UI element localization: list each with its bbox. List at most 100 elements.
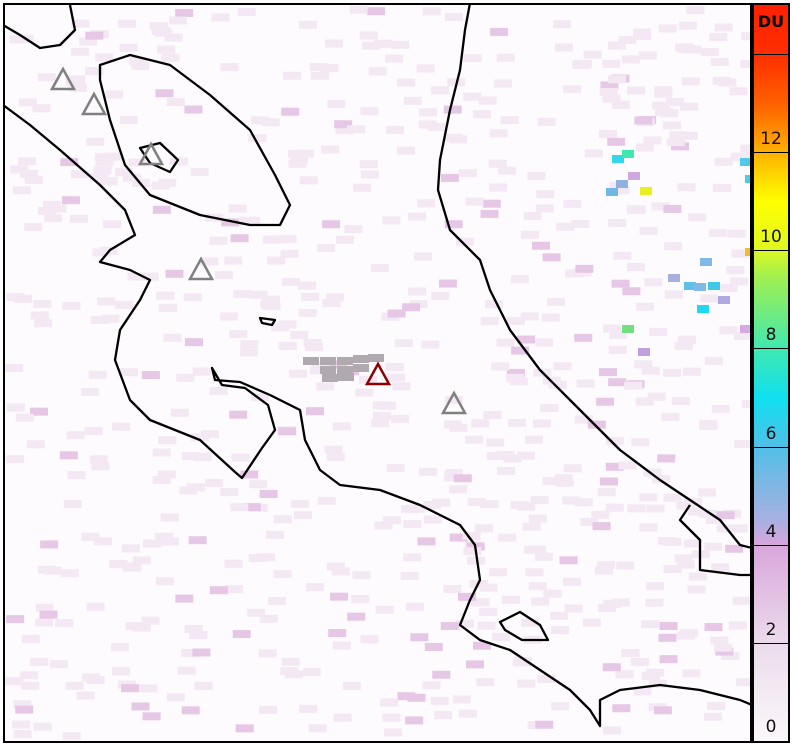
so2-pixel-elevated [684,282,696,290]
so2-pixel [304,343,323,352]
so2-pixel [471,598,490,607]
osa-peninsula [498,610,550,642]
so2-pixel [627,504,646,513]
so2-pixel [5,677,24,686]
so2-pixel [536,190,555,199]
coastlines [2,2,753,728]
so2-pixel [332,422,351,431]
so2-pixel [184,624,203,633]
so2-pixel [509,377,528,386]
so2-pixel [385,363,404,372]
so2-pixel [37,73,56,82]
so2-pixel [725,544,744,553]
so2-pixel [362,41,381,50]
so2-pixel [707,701,726,710]
so2-pixel [700,48,719,57]
so2-pixel [260,300,279,309]
so2-pixel [608,75,627,84]
so2-pixel [712,183,731,192]
so2-pixel-elevated [745,248,757,256]
so2-pixel [287,149,306,158]
so2-pixel [719,326,738,335]
colorbar-tick-label: 2 [765,619,777,640]
so2-pixel [93,166,112,175]
so2-pixel [424,642,443,651]
so2-pixel [141,371,160,380]
so2-pixel [165,269,184,278]
so2-pixel [140,272,159,281]
so2-pixel [67,471,86,480]
so2-pixel [175,594,194,603]
so2-pixel [541,313,560,322]
so2-pixel [278,235,297,244]
so2-pixel [30,657,49,666]
so2-pixel [185,338,204,347]
volcano-icon [137,141,165,166]
so2-pixel [687,585,706,594]
so2-pixel [680,102,699,111]
so2-pixel [119,116,138,125]
so2-pixel [711,563,730,572]
caribbean-coastline [436,2,753,550]
so2-pixel [278,427,297,436]
so2-pixel [200,257,219,266]
so2-pixel [97,297,116,306]
so2-pixel [109,559,128,568]
so2-pixel [550,611,569,620]
so2-pixel [228,204,247,213]
so2-pixel [443,584,462,593]
so2-pixel [484,300,503,309]
so2-pixel [166,693,185,702]
so2-pixel [273,570,292,579]
so2-pixel [465,197,484,206]
no-data-pixel [353,355,369,363]
so2-pixel [432,670,451,679]
so2-pixel [367,7,386,16]
so2-pixel [618,461,637,470]
colorbar-tick [754,348,788,350]
so2-pixel [351,594,370,603]
so2-pixel [155,577,174,586]
so2-pixel [186,483,205,492]
so2-pixel [328,629,347,638]
so2-pixel [152,476,171,485]
so2-pixel [288,159,307,168]
so2-pixel [176,373,195,382]
so2-pixel [729,87,748,96]
so2-pixel [635,397,654,406]
so2-pixel [663,368,682,377]
so2-pixel [321,145,340,154]
active-volcano-icon [364,361,392,386]
so2-pixel [498,166,517,175]
so2-pixel [492,632,511,641]
so2-pixel [432,498,451,507]
so2-pixel [611,100,630,109]
so2-pixel [479,583,498,592]
so2-pixel [528,514,547,523]
so2-pixel [574,333,593,342]
so2-pixel [686,5,705,14]
so2-pixel [115,300,134,309]
so2-pixel [596,561,615,570]
so2-pixel [181,452,200,461]
so2-pixel [555,478,574,487]
so2-pixel [603,599,622,608]
so2-pixel [631,438,650,447]
so2-pixel [709,33,728,42]
so2-pixel [262,295,281,304]
so2-pixel [587,420,606,429]
so2-pixel [616,561,635,570]
so2-pixel [523,212,542,221]
so2-pixel [421,340,440,349]
so2-pixel [422,7,441,16]
so2-pixel [643,136,662,145]
so2-pixel [391,40,410,49]
so2-pixel [534,552,553,561]
so2-pixel [405,602,424,611]
so2-pixel [553,362,572,371]
so2-pixel [43,214,62,223]
so2-pixel [33,299,52,308]
so2-pixel [152,205,171,214]
no-data-pixel [353,364,369,372]
so2-pixel [535,720,554,729]
